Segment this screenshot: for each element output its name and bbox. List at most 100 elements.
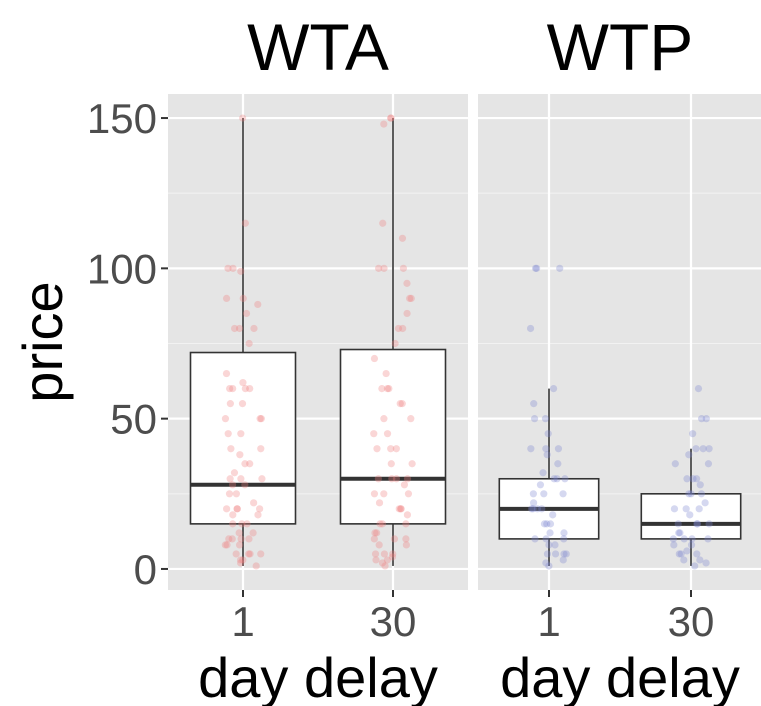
data-point xyxy=(390,535,399,543)
data-point xyxy=(693,475,701,483)
data-point xyxy=(378,559,387,567)
data-point xyxy=(387,445,395,453)
data-point xyxy=(702,559,710,567)
data-point xyxy=(227,445,235,453)
data-point xyxy=(221,541,229,549)
data-point xyxy=(370,535,378,543)
data-point xyxy=(228,535,236,543)
data-point xyxy=(385,384,393,393)
data-point xyxy=(239,114,247,122)
data-point xyxy=(669,535,677,543)
data-point xyxy=(233,505,241,513)
data-point xyxy=(380,415,388,423)
data-point xyxy=(533,505,542,513)
x-axis-title: day delay xyxy=(198,646,438,706)
data-point xyxy=(388,475,396,483)
facet-title-wta: WTA xyxy=(247,10,389,84)
data-point xyxy=(402,541,410,549)
data-point xyxy=(241,384,249,393)
y-tick-label: 100 xyxy=(87,245,157,292)
data-point xyxy=(551,541,559,549)
data-point xyxy=(375,499,384,507)
data-point xyxy=(536,481,545,489)
data-point xyxy=(702,415,710,423)
facet-title-wtp: WTP xyxy=(547,10,694,84)
data-point xyxy=(543,451,551,459)
data-point xyxy=(701,499,709,507)
data-point xyxy=(704,460,713,468)
data-point xyxy=(398,234,407,242)
data-point xyxy=(256,505,264,513)
data-point xyxy=(241,219,249,227)
data-point xyxy=(257,550,265,558)
data-point xyxy=(225,490,234,498)
data-point xyxy=(549,511,557,519)
data-point xyxy=(241,481,249,489)
data-point xyxy=(387,460,395,468)
data-point xyxy=(685,451,693,459)
data-point xyxy=(695,505,703,513)
data-point xyxy=(237,559,245,567)
data-point xyxy=(562,550,570,558)
data-point xyxy=(370,430,378,438)
data-point xyxy=(239,556,247,564)
data-point xyxy=(529,499,538,507)
data-point xyxy=(388,553,397,561)
data-point xyxy=(699,445,707,453)
data-point xyxy=(542,535,550,543)
data-point xyxy=(687,490,695,498)
data-point xyxy=(680,535,688,543)
data-point xyxy=(383,384,392,393)
data-point xyxy=(237,267,245,275)
panel-wta: 1 30 WTA day delay xyxy=(168,10,468,706)
x-axis-title: day delay xyxy=(500,646,740,706)
data-point xyxy=(403,279,411,287)
data-point xyxy=(226,475,234,483)
data-point xyxy=(236,451,244,459)
data-point xyxy=(380,550,389,558)
data-point xyxy=(691,562,699,570)
data-point xyxy=(677,550,685,558)
data-point xyxy=(235,324,244,333)
data-point xyxy=(551,550,560,558)
data-point xyxy=(404,490,413,498)
data-point xyxy=(527,445,535,453)
data-point xyxy=(382,369,390,378)
data-point xyxy=(383,556,391,564)
data-point xyxy=(539,469,547,477)
data-point xyxy=(528,505,536,513)
data-point xyxy=(530,400,538,408)
data-point xyxy=(226,384,234,393)
data-point xyxy=(379,219,387,227)
data-point xyxy=(378,520,387,528)
data-point xyxy=(685,490,693,498)
data-point xyxy=(407,294,415,303)
data-point xyxy=(542,445,550,453)
data-point xyxy=(688,535,696,543)
data-point xyxy=(250,499,258,507)
data-point xyxy=(383,430,392,438)
data-point xyxy=(542,559,550,567)
data-point xyxy=(374,475,382,483)
data-point xyxy=(683,547,691,555)
data-point xyxy=(237,430,245,438)
data-point xyxy=(387,114,395,122)
data-point xyxy=(675,529,683,537)
data-point xyxy=(238,400,247,408)
data-point xyxy=(400,481,409,489)
data-point xyxy=(241,460,249,468)
data-point xyxy=(245,339,253,348)
panel-wtp: 1 30 WTP day delay xyxy=(478,10,761,706)
data-point xyxy=(559,556,567,564)
data-point xyxy=(693,520,701,528)
data-point xyxy=(556,264,564,272)
data-point xyxy=(249,529,257,537)
data-point xyxy=(680,556,688,564)
data-point xyxy=(380,120,388,128)
data-point xyxy=(380,264,388,272)
data-point xyxy=(689,475,697,483)
data-point xyxy=(546,520,555,528)
data-point xyxy=(243,520,251,528)
